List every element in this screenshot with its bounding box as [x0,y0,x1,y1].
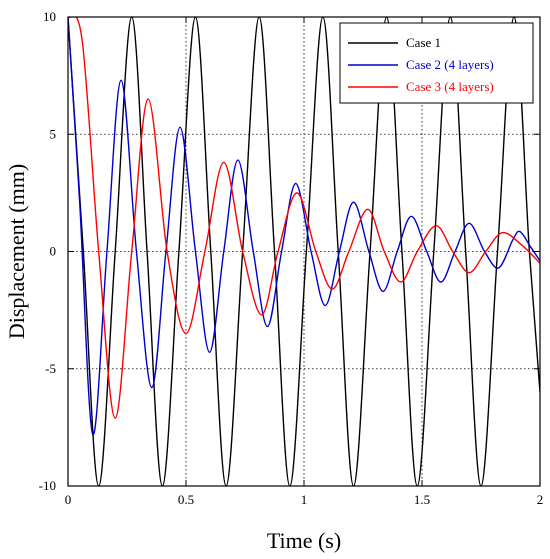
x-tick-label: 0 [65,492,72,507]
x-tick-label: 0.5 [178,492,194,507]
legend-box [339,22,534,104]
series-line-2 [68,17,540,436]
y-tick-label: 10 [43,9,56,24]
legend-label-1: Case 1 [406,35,441,50]
grid-lines [68,17,540,486]
x-tick-label: 1 [301,492,308,507]
y-tick-label: -10 [39,478,56,493]
y-tick-label: 0 [50,244,57,259]
legend-label-3: Case 3 (4 layers) [406,79,494,94]
legend-label-2: Case 2 (4 layers) [406,57,494,72]
x-tick-label: 2 [537,492,544,507]
series-line-3 [68,17,540,419]
x-tick-label: 1.5 [414,492,430,507]
x-axis-title: Time (s) [267,528,341,553]
series-line-1 [68,17,540,486]
legend: Case 1 Case 2 (4 layers) Case 3 (4 layers) [339,22,534,104]
tick-labels: 0 0.5 1 1.5 2 -10 -5 0 5 10 [39,9,544,507]
y-tick-label: -5 [45,361,56,376]
y-tick-label: 5 [50,126,57,141]
axis-ticks [67,16,541,487]
series-lines [68,17,540,486]
y-axis-title: Displacement (mm) [4,164,29,339]
